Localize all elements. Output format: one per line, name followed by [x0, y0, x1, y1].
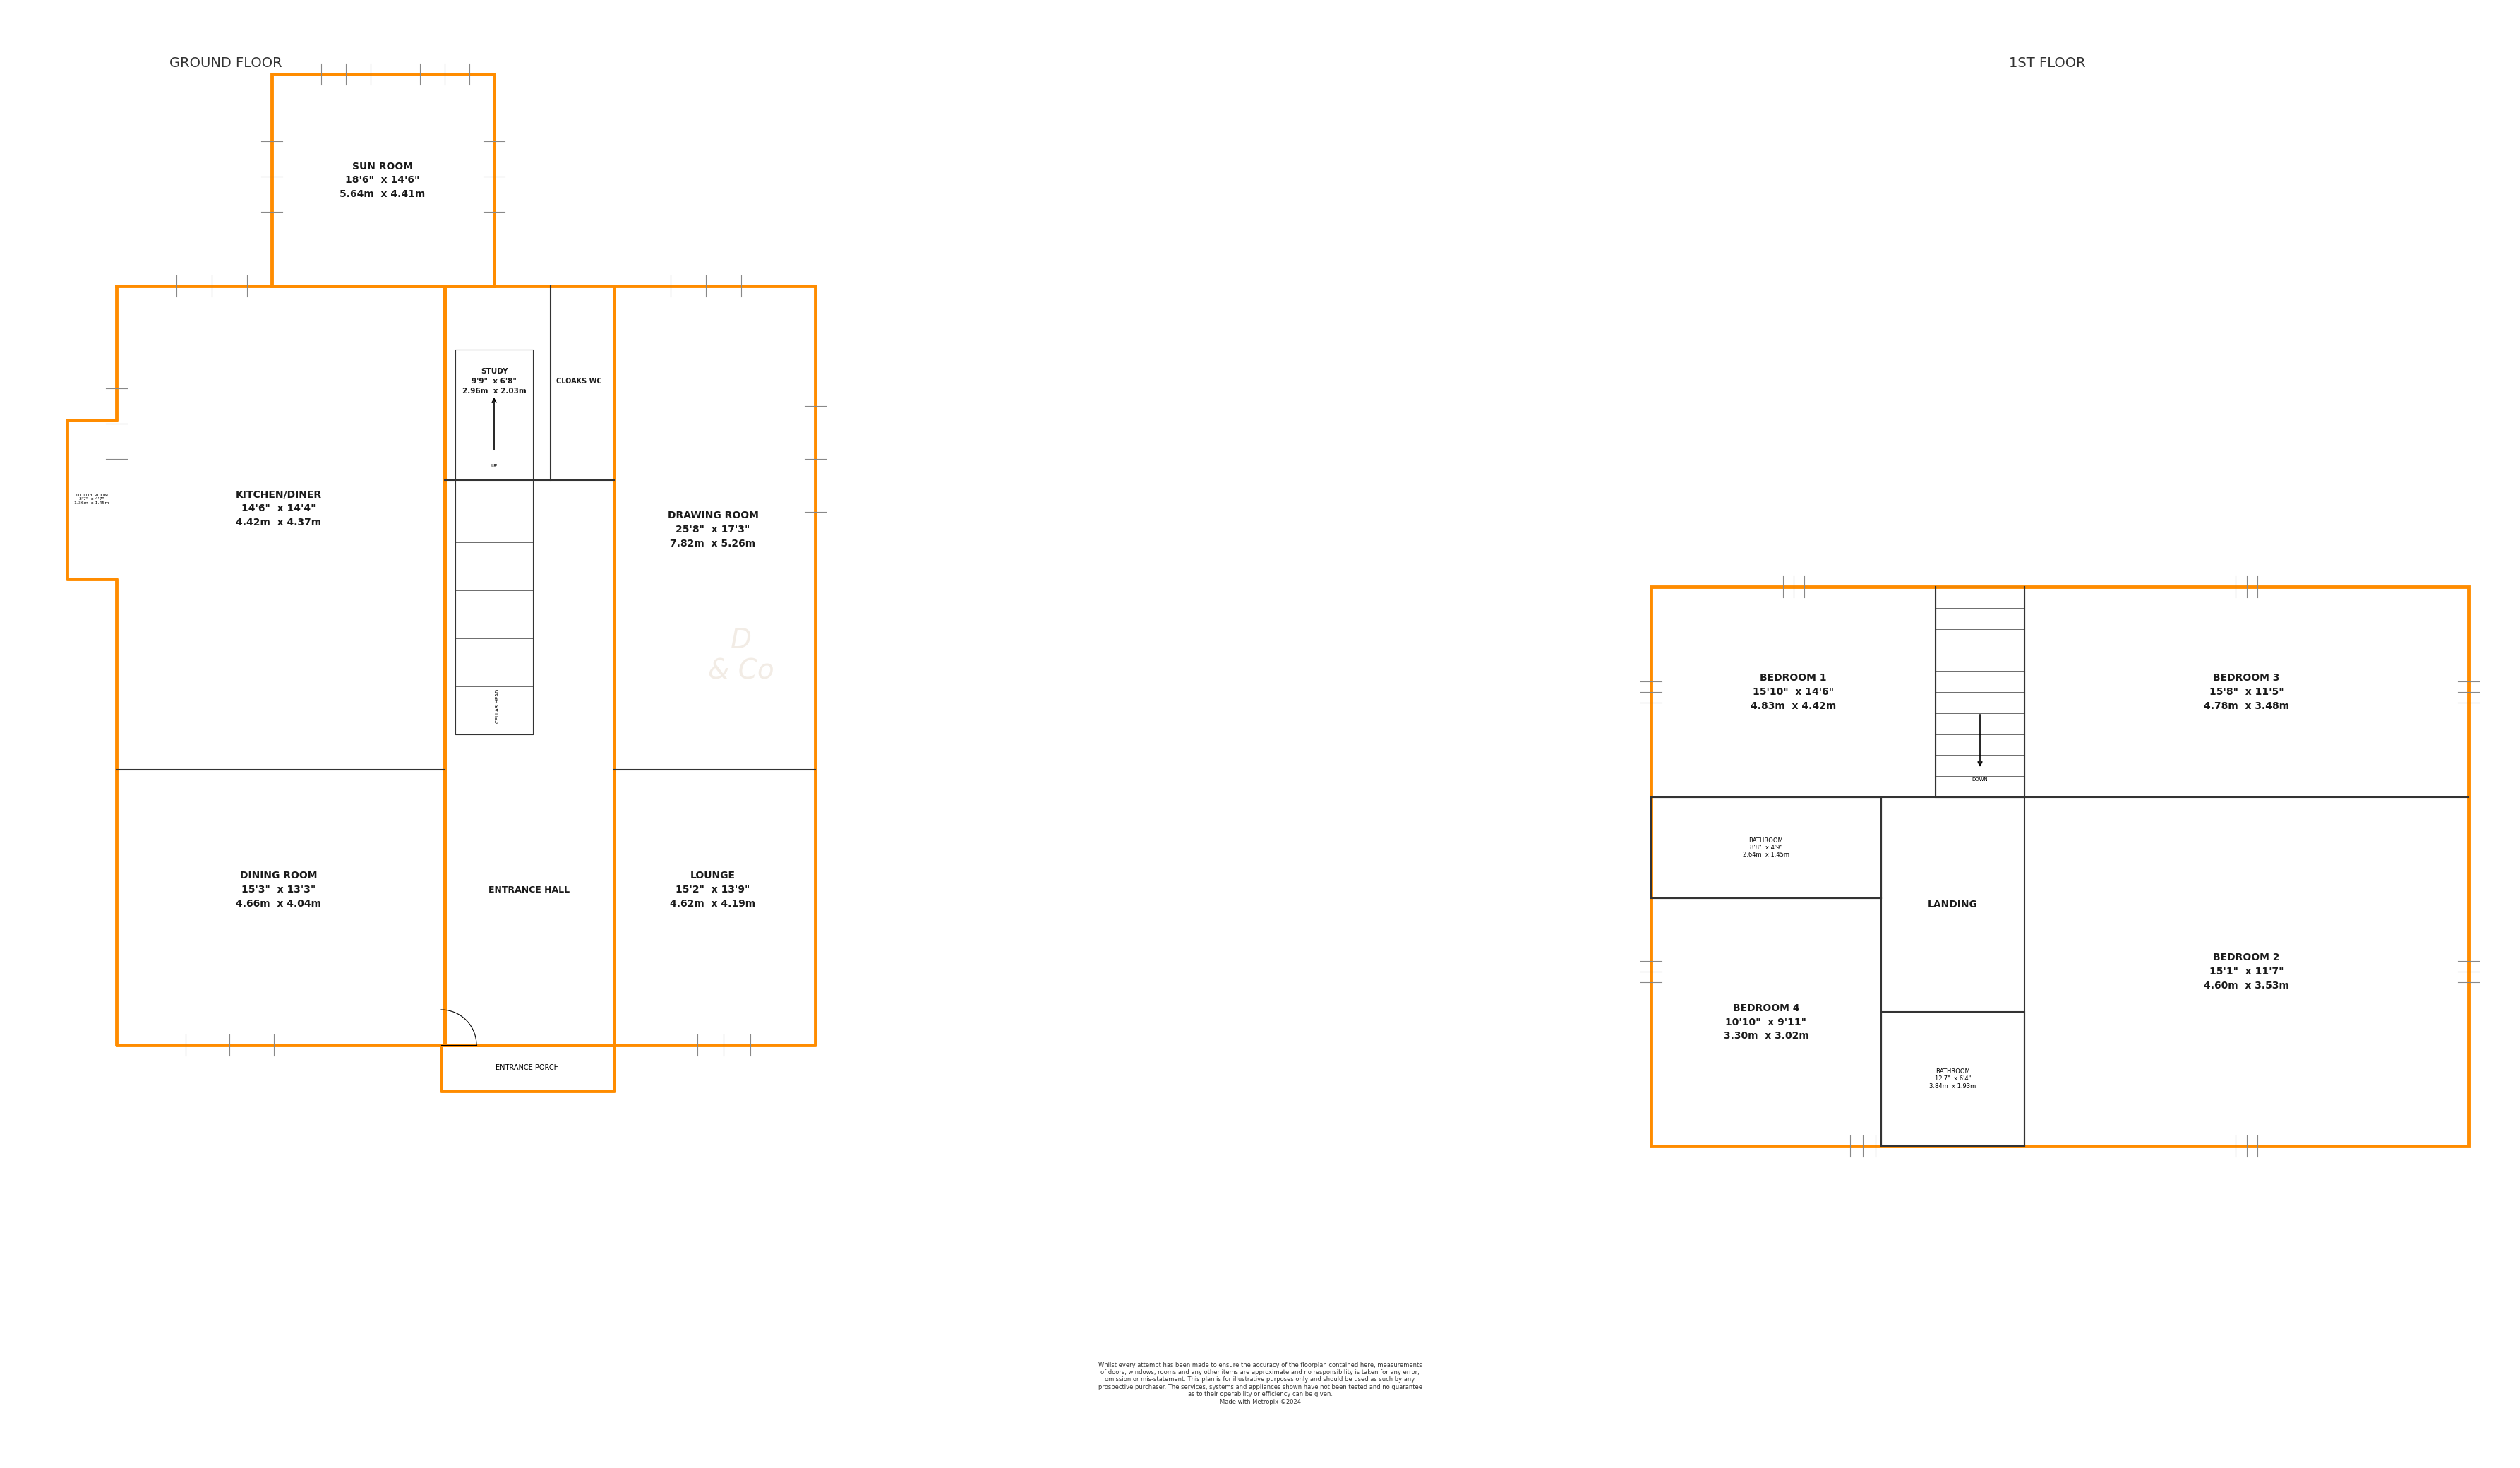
Text: BATHROOM
12'7"  x 6'4"
3.84m  x 1.93m: BATHROOM 12'7" x 6'4" 3.84m x 1.93m — [1930, 1069, 1976, 1089]
Text: DINING ROOM
15'3"  x 13'3"
4.66m  x 4.04m: DINING ROOM 15'3" x 13'3" 4.66m x 4.04m — [237, 871, 323, 909]
Text: STUDY
9'9"  x 6'8"
2.96m  x 2.03m: STUDY 9'9" x 6'8" 2.96m x 2.03m — [461, 368, 527, 395]
Text: BEDROOM 2
15'1"  x 11'7"
4.60m  x 3.53m: BEDROOM 2 15'1" x 11'7" 4.60m x 3.53m — [2205, 953, 2288, 991]
Text: UP: UP — [491, 464, 496, 468]
Bar — [1651, 587, 2470, 1147]
Text: BEDROOM 1
15'10"  x 14'6"
4.83m  x 4.42m: BEDROOM 1 15'10" x 14'6" 4.83m x 4.42m — [1751, 674, 1837, 711]
Bar — [272, 75, 494, 286]
Text: 1ST FLOOR: 1ST FLOOR — [2008, 56, 2087, 69]
Text: CELLAR HEAD: CELLAR HEAD — [496, 688, 499, 724]
Text: GROUND FLOOR: GROUND FLOOR — [169, 56, 282, 69]
Text: KITCHEN/DINER
14'6"  x 14'4"
4.42m  x 4.37m: KITCHEN/DINER 14'6" x 14'4" 4.42m x 4.37… — [237, 490, 323, 527]
Text: SUN ROOM
18'6"  x 14'6"
5.64m  x 4.41m: SUN ROOM 18'6" x 14'6" 5.64m x 4.41m — [340, 161, 426, 198]
Bar — [1880, 1011, 2024, 1147]
Bar — [456, 349, 532, 734]
Text: DRAWING ROOM
25'8"  x 17'3"
7.82m  x 5.26m: DRAWING ROOM 25'8" x 17'3" 7.82m x 5.26m — [668, 511, 759, 548]
Polygon shape — [615, 286, 816, 1045]
Polygon shape — [68, 286, 444, 1045]
Polygon shape — [444, 286, 615, 1045]
Text: BEDROOM 4
10'10"  x 9'11"
3.30m  x 3.02m: BEDROOM 4 10'10" x 9'11" 3.30m x 3.02m — [1724, 1004, 1809, 1041]
Text: BATHROOM
8'8"  x 4'9"
2.64m  x 1.45m: BATHROOM 8'8" x 4'9" 2.64m x 1.45m — [1744, 837, 1789, 859]
Polygon shape — [441, 1045, 615, 1091]
Text: LOUNGE
15'2"  x 13'9"
4.62m  x 4.19m: LOUNGE 15'2" x 13'9" 4.62m x 4.19m — [670, 871, 756, 909]
Bar — [1651, 797, 1880, 898]
Text: CLOAKS WC: CLOAKS WC — [557, 377, 602, 385]
Text: D
& Co: D & Co — [708, 627, 774, 686]
Bar — [1935, 587, 2024, 797]
Text: ENTRANCE PORCH: ENTRANCE PORCH — [496, 1064, 559, 1072]
Text: LANDING: LANDING — [1928, 900, 1978, 910]
Text: BEDROOM 3
15'8"  x 11'5"
4.78m  x 3.48m: BEDROOM 3 15'8" x 11'5" 4.78m x 3.48m — [2202, 674, 2288, 711]
Text: DOWN: DOWN — [1973, 778, 1988, 781]
Text: UTILITY ROOM
3'7"  x 4'7"
1.36m  x 1.45m: UTILITY ROOM 3'7" x 4'7" 1.36m x 1.45m — [73, 493, 108, 505]
Text: ENTRANCE HALL: ENTRANCE HALL — [489, 885, 570, 894]
Text: Whilst every attempt has been made to ensure the accuracy of the floorplan conta: Whilst every attempt has been made to en… — [1099, 1362, 1421, 1405]
